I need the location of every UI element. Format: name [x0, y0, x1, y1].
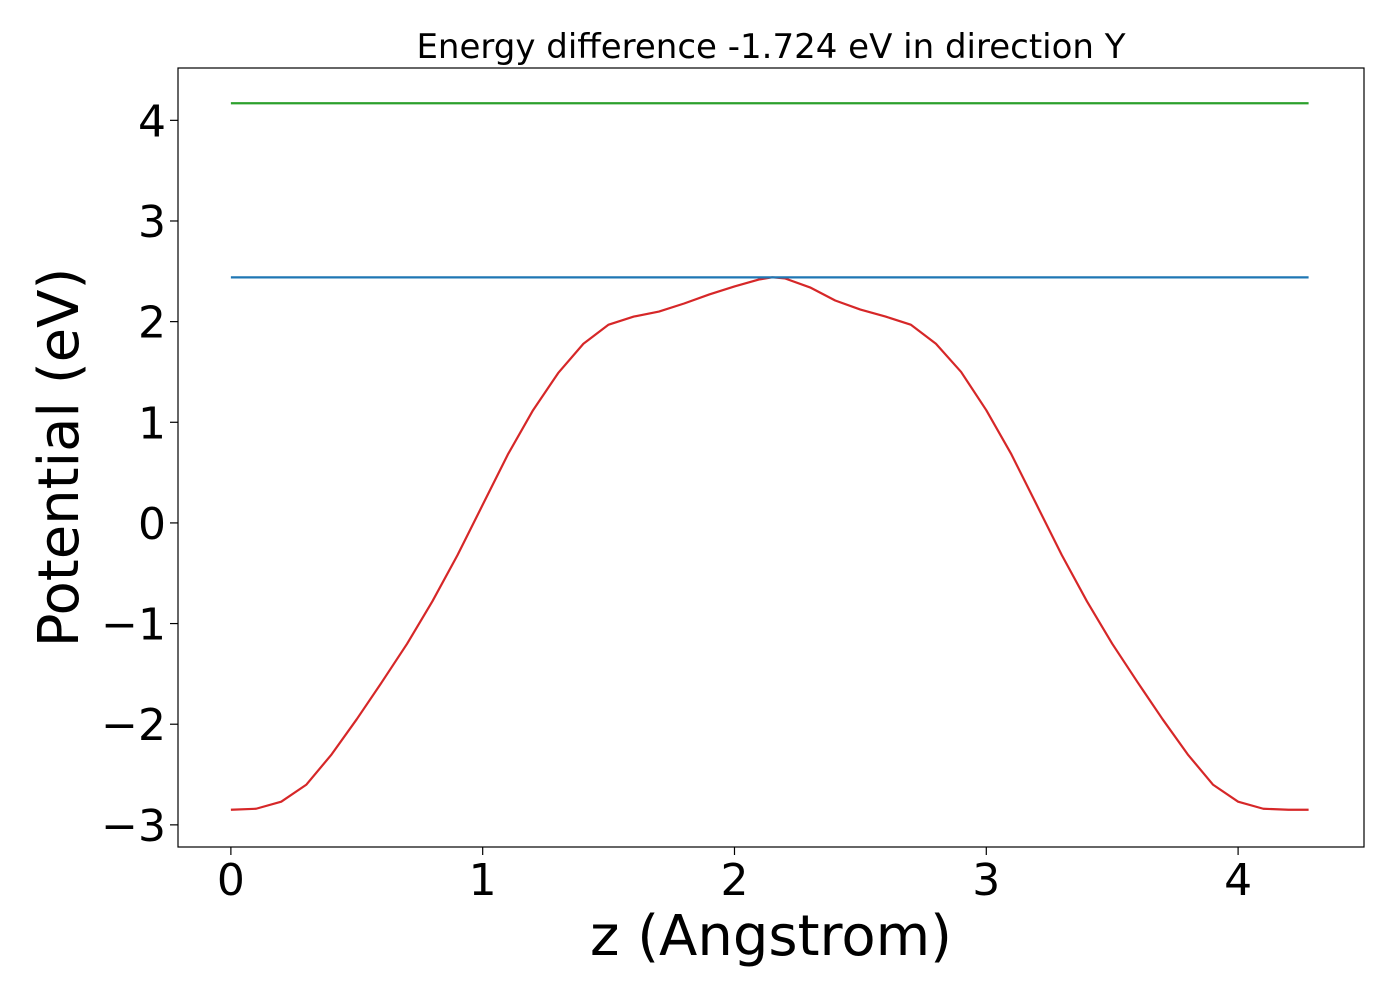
series-line-1	[230, 276, 1309, 811]
y-tick-label: 2	[138, 298, 166, 349]
y-tick-label: −2	[101, 700, 166, 751]
y-tick-label: 4	[138, 96, 166, 147]
x-tick-label: 2	[720, 855, 748, 906]
plot-frame	[177, 67, 1365, 848]
y-tick-label: −3	[101, 801, 166, 852]
series-layer	[230, 102, 1309, 811]
y-axis-ticks: −3 −2 −1 0 1 2 3 4	[101, 96, 178, 852]
y-tick-label: 3	[138, 197, 166, 248]
x-tick-label: 3	[972, 855, 1000, 906]
y-tick-label: 0	[138, 499, 166, 550]
y-axis-title: Potential (eV)	[27, 268, 92, 648]
x-tick-label: 1	[469, 855, 497, 906]
x-tick-label: 0	[217, 855, 245, 906]
y-tick-label: −1	[101, 600, 166, 651]
y-tick-label: 1	[138, 398, 166, 449]
chart-title: Energy difference -1.724 eV in direction…	[416, 27, 1125, 67]
x-tick-label: 4	[1224, 855, 1252, 906]
x-axis-ticks: 0 1 2 3 4	[217, 847, 1252, 906]
x-axis-title: z (Angstrom)	[590, 904, 952, 969]
